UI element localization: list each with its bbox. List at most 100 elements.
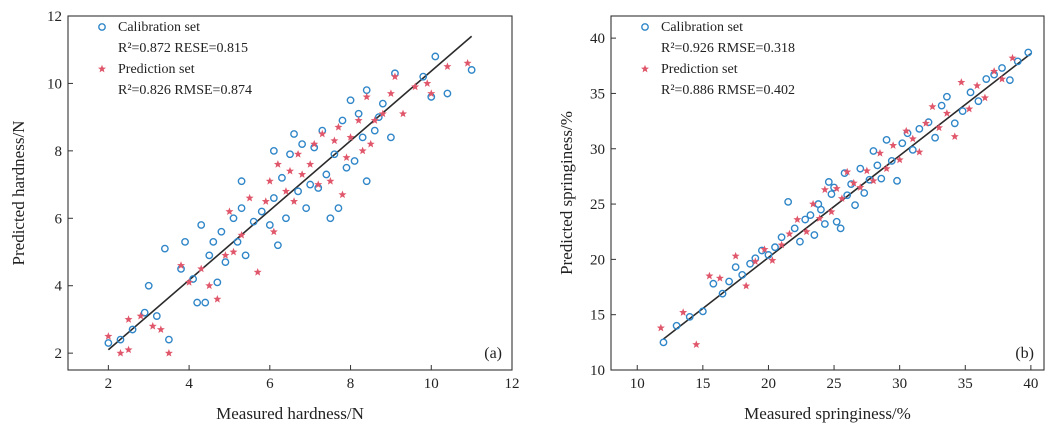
calibration-point bbox=[943, 92, 951, 101]
calibration-point bbox=[290, 130, 298, 138]
legend-calibration-stat: R²=0.872 RESE=0.815 bbox=[118, 41, 248, 56]
prediction-point bbox=[957, 78, 966, 86]
x-tick-label: 20 bbox=[761, 376, 776, 392]
calibration-point bbox=[731, 263, 740, 272]
calibration-point bbox=[370, 126, 379, 135]
chart-b: 10 15 20 25 30 35 40 10 15 20 25 30 35 40 Measured spr… bbox=[557, 15, 1045, 423]
legend-calibration-label: Calibration set bbox=[661, 20, 743, 35]
calibration-point bbox=[1024, 48, 1033, 57]
prediction-point bbox=[326, 177, 335, 185]
calibration-point bbox=[887, 157, 896, 165]
x-tick-label: 30 bbox=[892, 376, 907, 392]
y-tick-label: 15 bbox=[590, 308, 605, 324]
prediction-point bbox=[423, 79, 432, 87]
calibration-point bbox=[326, 214, 335, 223]
prediction-point bbox=[463, 59, 472, 67]
x-tick-label: 40 bbox=[1023, 376, 1038, 392]
calibration-point bbox=[269, 146, 278, 155]
prediction-point bbox=[261, 197, 270, 205]
prediction-point bbox=[843, 167, 852, 176]
calibration-point bbox=[378, 99, 387, 108]
prediction-point bbox=[229, 247, 238, 256]
prediction-point bbox=[225, 207, 234, 215]
prediction-point bbox=[298, 170, 307, 178]
y-axis-label: Predicted hardness/N bbox=[9, 121, 28, 266]
prediction-point bbox=[318, 129, 327, 138]
prediction-point bbox=[281, 187, 290, 195]
calibration-point bbox=[306, 180, 315, 189]
calibration-point bbox=[784, 197, 793, 206]
prediction-point bbox=[965, 104, 974, 113]
calibration-point bbox=[241, 251, 250, 260]
calibration-point bbox=[152, 312, 161, 320]
calibration-point bbox=[213, 278, 222, 287]
calibration-point bbox=[966, 88, 975, 97]
calibration-point bbox=[824, 178, 833, 186]
legend-calibration-marker bbox=[98, 23, 106, 31]
prediction-point bbox=[875, 148, 884, 157]
calibration-point bbox=[1013, 57, 1022, 66]
calibration-point bbox=[801, 215, 810, 224]
legend-calibration-stat: R²=0.926 RMSE=0.318 bbox=[661, 41, 795, 56]
calibration-point bbox=[189, 275, 198, 283]
calibration-point bbox=[165, 335, 173, 344]
calibration-point bbox=[362, 177, 371, 186]
prediction-point bbox=[731, 251, 740, 260]
prediction-point bbox=[342, 153, 351, 161]
prediction-point bbox=[692, 340, 701, 348]
calibration-point bbox=[278, 173, 286, 182]
prediction-point bbox=[921, 119, 930, 127]
calibration-point bbox=[116, 335, 125, 344]
prediction-point bbox=[832, 184, 841, 192]
prediction-point bbox=[928, 102, 937, 111]
y-tick-label: 30 bbox=[590, 142, 605, 158]
calibration-point bbox=[193, 298, 202, 307]
legend-prediction-label: Prediction set bbox=[661, 62, 738, 77]
calibration-point bbox=[233, 237, 242, 246]
prediction-point bbox=[815, 214, 824, 222]
prediction-point bbox=[760, 245, 769, 253]
prediction-point bbox=[802, 227, 811, 236]
prediction-point bbox=[820, 185, 829, 194]
x-tick-label: 25 bbox=[827, 376, 842, 392]
prediction-point bbox=[809, 199, 818, 208]
x-tick-label: 4 bbox=[185, 376, 193, 392]
prediction-point bbox=[221, 251, 230, 259]
calibration-point bbox=[974, 97, 983, 106]
calibration-point bbox=[330, 150, 339, 159]
legend-prediction-label: Prediction set bbox=[118, 62, 195, 77]
x-tick-label: 10 bbox=[630, 376, 645, 392]
calibration-point bbox=[265, 221, 274, 229]
x-axis-label: Measured hardness/N bbox=[216, 404, 364, 423]
calibration-point bbox=[851, 201, 859, 210]
calibration-point bbox=[796, 237, 804, 246]
prediction-point bbox=[294, 150, 303, 158]
calibration-point bbox=[350, 157, 359, 165]
prediction-point bbox=[177, 261, 186, 269]
prediction-point bbox=[973, 81, 982, 90]
calibration-point bbox=[128, 325, 137, 334]
prediction-point bbox=[427, 89, 436, 97]
calibration-point bbox=[443, 89, 452, 98]
prediction-point bbox=[889, 141, 898, 149]
calibration-point bbox=[998, 64, 1006, 72]
y-axis-label: Predicted springiness/% bbox=[557, 111, 576, 275]
prediction-point bbox=[768, 256, 777, 264]
prediction-point bbox=[237, 230, 246, 239]
calibration-point bbox=[869, 147, 878, 155]
prediction-point bbox=[915, 147, 924, 156]
prediction-point bbox=[751, 257, 760, 265]
calibration-point bbox=[302, 204, 311, 213]
y-tick-label: 10 bbox=[47, 76, 62, 92]
calibration-point bbox=[282, 214, 290, 223]
prediction-point bbox=[156, 325, 165, 333]
x-tick-label: 8 bbox=[347, 376, 355, 392]
calibration-point bbox=[982, 75, 991, 83]
calibration-point bbox=[322, 170, 331, 179]
prediction-point bbox=[290, 197, 299, 205]
calibration-point bbox=[746, 259, 754, 268]
y-tick-label: 4 bbox=[55, 279, 63, 295]
calibration-point bbox=[140, 308, 149, 317]
prediction-point bbox=[411, 82, 420, 91]
